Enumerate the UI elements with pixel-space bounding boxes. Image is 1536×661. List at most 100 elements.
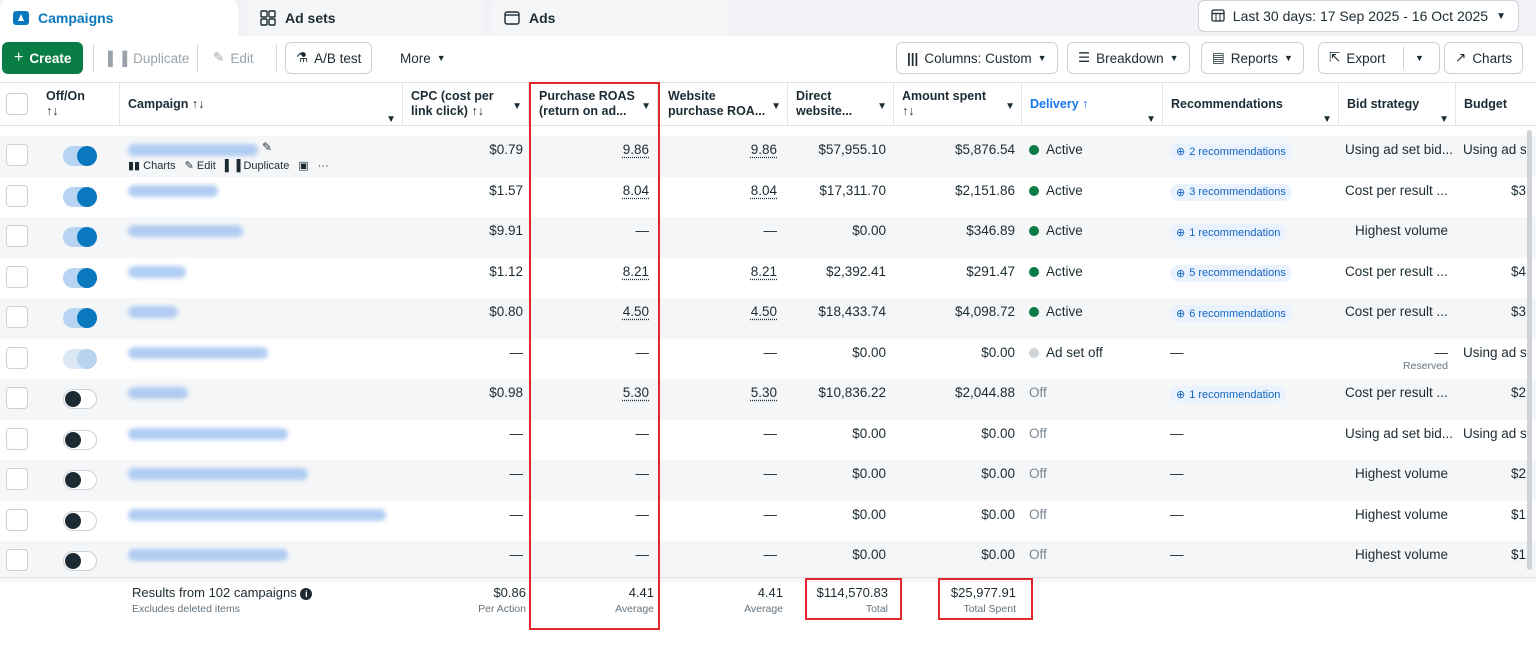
info-icon[interactable]: i [300, 588, 313, 600]
purchase-roas-cell[interactable]: — [531, 339, 650, 379]
row-checkbox[interactable] [6, 265, 28, 288]
purchase-roas-cell[interactable]: — [531, 217, 650, 257]
row-checkbox[interactable] [6, 549, 28, 571]
duplicate-button[interactable]: ▌▐ Duplicate [98, 42, 199, 74]
tab-ad-sets[interactable]: Ad sets [247, 0, 483, 36]
select-all-checkbox[interactable] [6, 93, 28, 115]
breakdown-button[interactable]: ☰ Breakdown ▼ [1067, 42, 1190, 74]
purchase-roas-cell[interactable]: — [531, 501, 650, 541]
website-roas-cell[interactable]: — [660, 420, 778, 460]
website-roas-cell[interactable]: — [660, 541, 778, 581]
column-purchase-roas[interactable]: Purchase ROAS (return on ad... ▼ [531, 83, 658, 125]
column-recommendations[interactable]: Recommendations ▼ [1163, 83, 1339, 125]
on-off-toggle[interactable] [63, 429, 97, 450]
website-roas-cell[interactable]: — [660, 217, 778, 257]
on-off-toggle[interactable] [63, 308, 97, 328]
column-delivery[interactable]: Delivery ↑ ▼ [1022, 83, 1163, 125]
charts-button[interactable]: ↗ Charts [1444, 42, 1524, 74]
create-button[interactable]: + Create [2, 42, 84, 74]
tab-campaigns[interactable]: Campaigns [0, 0, 238, 36]
campaign-name[interactable] [128, 306, 178, 318]
campaign-name[interactable] [128, 508, 386, 521]
on-off-toggle[interactable] [63, 227, 97, 247]
row-charts-action[interactable]: ▮▮ Charts [128, 159, 176, 172]
pencil-icon[interactable]: ✎ [262, 140, 273, 154]
image-icon[interactable]: ▣ [298, 160, 309, 172]
campaign-name[interactable] [128, 144, 258, 156]
row-checkbox[interactable] [6, 184, 28, 207]
vertical-scrollbar[interactable] [1527, 130, 1532, 570]
website-roas-cell[interactable]: — [660, 460, 778, 500]
campaign-name[interactable] [128, 427, 288, 440]
table-row[interactable]: $1.12 8.21 8.21 $2,392.41 $291.47 Active ⊕ 5 re… [0, 258, 1536, 299]
website-roas-cell[interactable]: 9.86 [660, 136, 777, 176]
website-roas-cell[interactable]: 5.30 [660, 379, 777, 419]
recommendations-badge[interactable]: ⊕ 1 recommendation [1170, 386, 1287, 403]
row-checkbox[interactable] [6, 225, 28, 247]
website-roas-cell[interactable]: — [660, 339, 778, 379]
column-campaign[interactable]: Campaign ↑↓ ▼ [120, 83, 403, 125]
column-bid-strategy[interactable]: Bid strategy ▼ [1339, 83, 1456, 125]
table-row[interactable]: $0.80 4.50 4.50 $18,433.74 $4,098.72 Active ⊕ 6… [0, 298, 1536, 339]
ab-test-button[interactable]: ⚗ A/B test [285, 42, 373, 74]
table-row[interactable]: — — — $0.00 $0.00 Ad set off — — Reserved Using a… [0, 339, 1536, 380]
row-duplicate-action[interactable]: ▌▐ Duplicate [225, 160, 290, 172]
purchase-roas-cell[interactable]: 8.21 [531, 258, 649, 298]
on-off-toggle[interactable] [63, 267, 97, 288]
website-roas-cell[interactable]: 8.21 [660, 258, 777, 298]
campaign-name[interactable] [128, 346, 268, 359]
table-row[interactable]: $1.57 8.04 8.04 $17,311.70 $2,151.86 Active ⊕ 3… [0, 177, 1536, 218]
purchase-roas-cell[interactable]: — [531, 460, 650, 500]
row-checkbox[interactable] [6, 427, 28, 450]
more-options-icon[interactable]: ··· [317, 159, 329, 172]
campaign-name[interactable] [128, 549, 288, 561]
column-offon[interactable]: Off/On ↑↓ [38, 83, 120, 125]
column-cpc[interactable]: CPC (cost per link click) ↑↓ ▼ [403, 83, 529, 125]
on-off-toggle[interactable] [63, 186, 97, 207]
column-amount-spent[interactable]: Amount spent ↑↓ ▼ [894, 83, 1022, 125]
on-off-toggle[interactable] [63, 348, 97, 369]
website-roas-cell[interactable]: 8.04 [660, 177, 777, 217]
date-range-picker[interactable]: Last 30 days: 17 Sep 2025 - 16 Oct 2025 … [1197, 0, 1519, 32]
campaign-name[interactable] [128, 265, 186, 278]
row-checkbox[interactable] [6, 508, 28, 531]
recommendations-badge[interactable]: ⊕ 5 recommendations [1170, 264, 1292, 282]
table-row[interactable]: — — — $0.00 $0.00 Off — Highest volume $1 [0, 541, 1536, 582]
campaign-name[interactable] [128, 387, 188, 399]
table-row[interactable]: — — — $0.00 $0.00 Off — Highest volume $2 [0, 460, 1536, 501]
recommendations-badge[interactable]: ⊕ 3 recommendations [1170, 183, 1292, 201]
purchase-roas-cell[interactable]: 8.04 [531, 177, 649, 217]
table-row[interactable]: $0.98 5.30 5.30 $10,836.22 $2,044.88 Off ⊕ 1 re… [0, 379, 1536, 420]
campaign-name[interactable] [128, 468, 308, 480]
recommendations-badge[interactable]: ⊕ 2 recommendations [1170, 143, 1292, 160]
table-row[interactable]: — — — $0.00 $0.00 Off — Highest volume $1 [0, 501, 1536, 542]
on-off-toggle[interactable] [63, 389, 97, 409]
tab-ads[interactable]: Ads [491, 0, 728, 36]
purchase-roas-cell[interactable]: — [531, 541, 650, 581]
on-off-toggle[interactable] [63, 551, 97, 571]
columns-button[interactable]: ||| Columns: Custom ▼ [896, 42, 1058, 74]
table-row[interactable]: $9.91 — — $0.00 $346.89 Active ⊕ 1 recommendati… [0, 217, 1536, 258]
website-roas-cell[interactable]: — [660, 501, 778, 541]
purchase-roas-cell[interactable]: 9.86 [531, 136, 649, 176]
on-off-toggle[interactable] [63, 470, 97, 490]
campaign-name[interactable] [128, 225, 243, 237]
website-roas-cell[interactable]: 4.50 [660, 298, 777, 338]
purchase-roas-cell[interactable]: 4.50 [531, 298, 649, 338]
column-direct-website[interactable]: Direct website... ▼ [788, 83, 894, 125]
row-edit-action[interactable]: ✎ Edit [185, 159, 216, 172]
table-row[interactable]: $0.79 9.86 9.86 $57,955.10 $5,876.54 Active ⊕ 2… [0, 136, 1536, 177]
on-off-toggle[interactable] [63, 510, 97, 531]
on-off-toggle[interactable] [63, 146, 97, 166]
more-button[interactable]: More ▼ [390, 42, 456, 74]
table-row[interactable]: — — — $0.00 $0.00 Off — Using ad set bid... Usin… [0, 420, 1536, 461]
recommendations-badge[interactable]: ⊕ 6 recommendations [1170, 305, 1292, 322]
recommendations-badge[interactable]: ⊕ 1 recommendation [1170, 224, 1287, 241]
purchase-roas-cell[interactable]: 5.30 [531, 379, 649, 419]
row-checkbox[interactable] [6, 468, 28, 490]
row-checkbox[interactable] [6, 306, 28, 328]
reports-button[interactable]: ▤ Reports ▼ [1201, 42, 1304, 74]
row-checkbox[interactable] [6, 346, 28, 369]
purchase-roas-cell[interactable]: — [531, 420, 650, 460]
column-budget[interactable]: Budget ↑↓ [1456, 83, 1526, 153]
